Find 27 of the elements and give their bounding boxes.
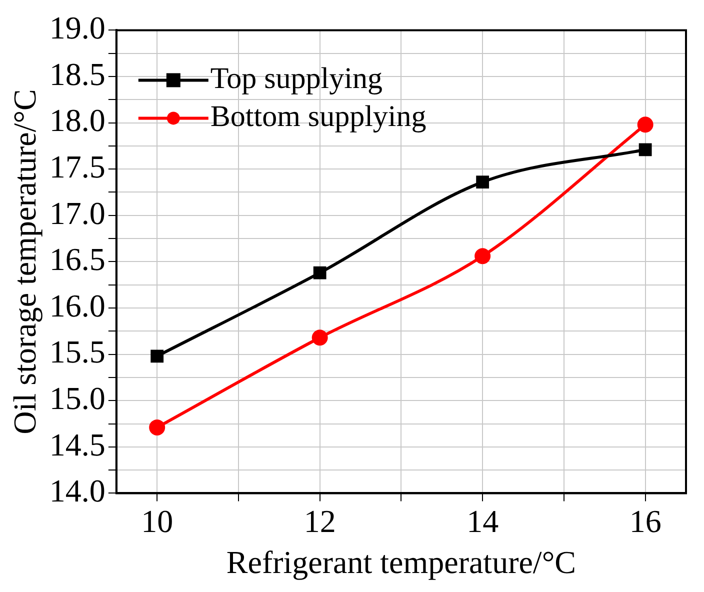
y-tick-label: 15.5 (49, 334, 106, 370)
y-tick-label: 15.0 (49, 380, 106, 416)
point (149, 419, 166, 436)
y-tick-label: 18.5 (49, 56, 106, 92)
point (312, 330, 328, 346)
point (150, 350, 164, 363)
y-tick-label: 14.5 (49, 426, 106, 462)
y-tick-label: 17.5 (49, 148, 106, 185)
y-tick-label: 16.0 (49, 287, 106, 324)
legend-label: Top supplying (210, 62, 382, 96)
y-tick-label: 19.0 (49, 10, 106, 46)
x-tick-label: 12 (304, 502, 336, 539)
point (638, 143, 652, 156)
x-tick-label: 14 (466, 502, 499, 539)
y-tick-label: 18.0 (49, 102, 106, 138)
point (637, 116, 654, 133)
legend-label: Bottom supplying (210, 100, 426, 134)
point (476, 176, 490, 189)
y-tick-label: 16.5 (49, 241, 106, 278)
y-tick-label: 14.0 (49, 472, 106, 509)
point (474, 248, 491, 264)
point (313, 266, 326, 280)
x-tick-label: 10 (141, 502, 174, 539)
y-tick-label: 17.0 (49, 194, 106, 231)
x-axis-title: Refrigerant temperature/°C (226, 544, 576, 580)
y-axis-title: Oil storage temperature/°C (6, 89, 43, 434)
x-tick-label: 16 (629, 502, 662, 539)
